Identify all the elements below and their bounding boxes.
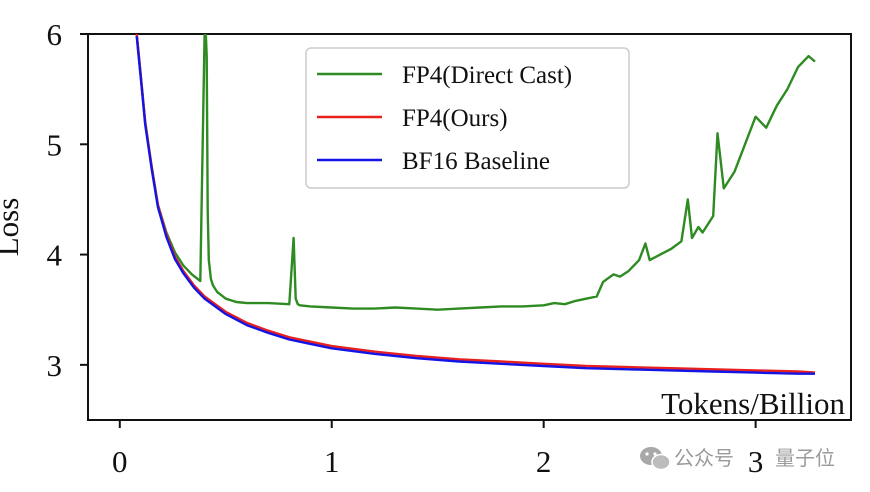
legend-label: FP4(Ours) bbox=[402, 105, 508, 132]
x-tick-label: 0 bbox=[112, 444, 128, 479]
y-tick-label: 4 bbox=[47, 238, 63, 273]
legend-label: BF16 Baseline bbox=[402, 148, 550, 175]
x-axis-label: Tokens/Billion bbox=[661, 386, 845, 421]
watermark: 公众号 量子位 bbox=[640, 446, 835, 471]
x-tick-label: 3 bbox=[748, 444, 764, 479]
watermark-left-text: 公众号 bbox=[674, 446, 734, 470]
wechat-icon bbox=[640, 447, 671, 471]
series-lines bbox=[135, 34, 816, 375]
axes: 0 1 2 3 3 4 5 6 Tokens/Billion Loss bbox=[0, 17, 852, 479]
watermark-right-text: 量子位 bbox=[775, 446, 835, 470]
legend: FP4(Direct Cast) FP4(Ours) BF16 Baseline bbox=[305, 47, 630, 189]
series-line-0 bbox=[135, 34, 816, 311]
y-axis-label: Loss bbox=[0, 198, 25, 257]
x-tick-label: 1 bbox=[324, 444, 340, 479]
y-tick-label: 3 bbox=[47, 348, 63, 383]
series-line-2 bbox=[135, 36, 815, 375]
x-tick-label: 2 bbox=[536, 444, 552, 479]
y-tick-label: 6 bbox=[47, 17, 63, 52]
plot-frame bbox=[87, 33, 852, 421]
legend-label: FP4(Direct Cast) bbox=[402, 62, 572, 89]
legend-box bbox=[305, 47, 630, 189]
y-tick-label: 5 bbox=[47, 127, 63, 162]
